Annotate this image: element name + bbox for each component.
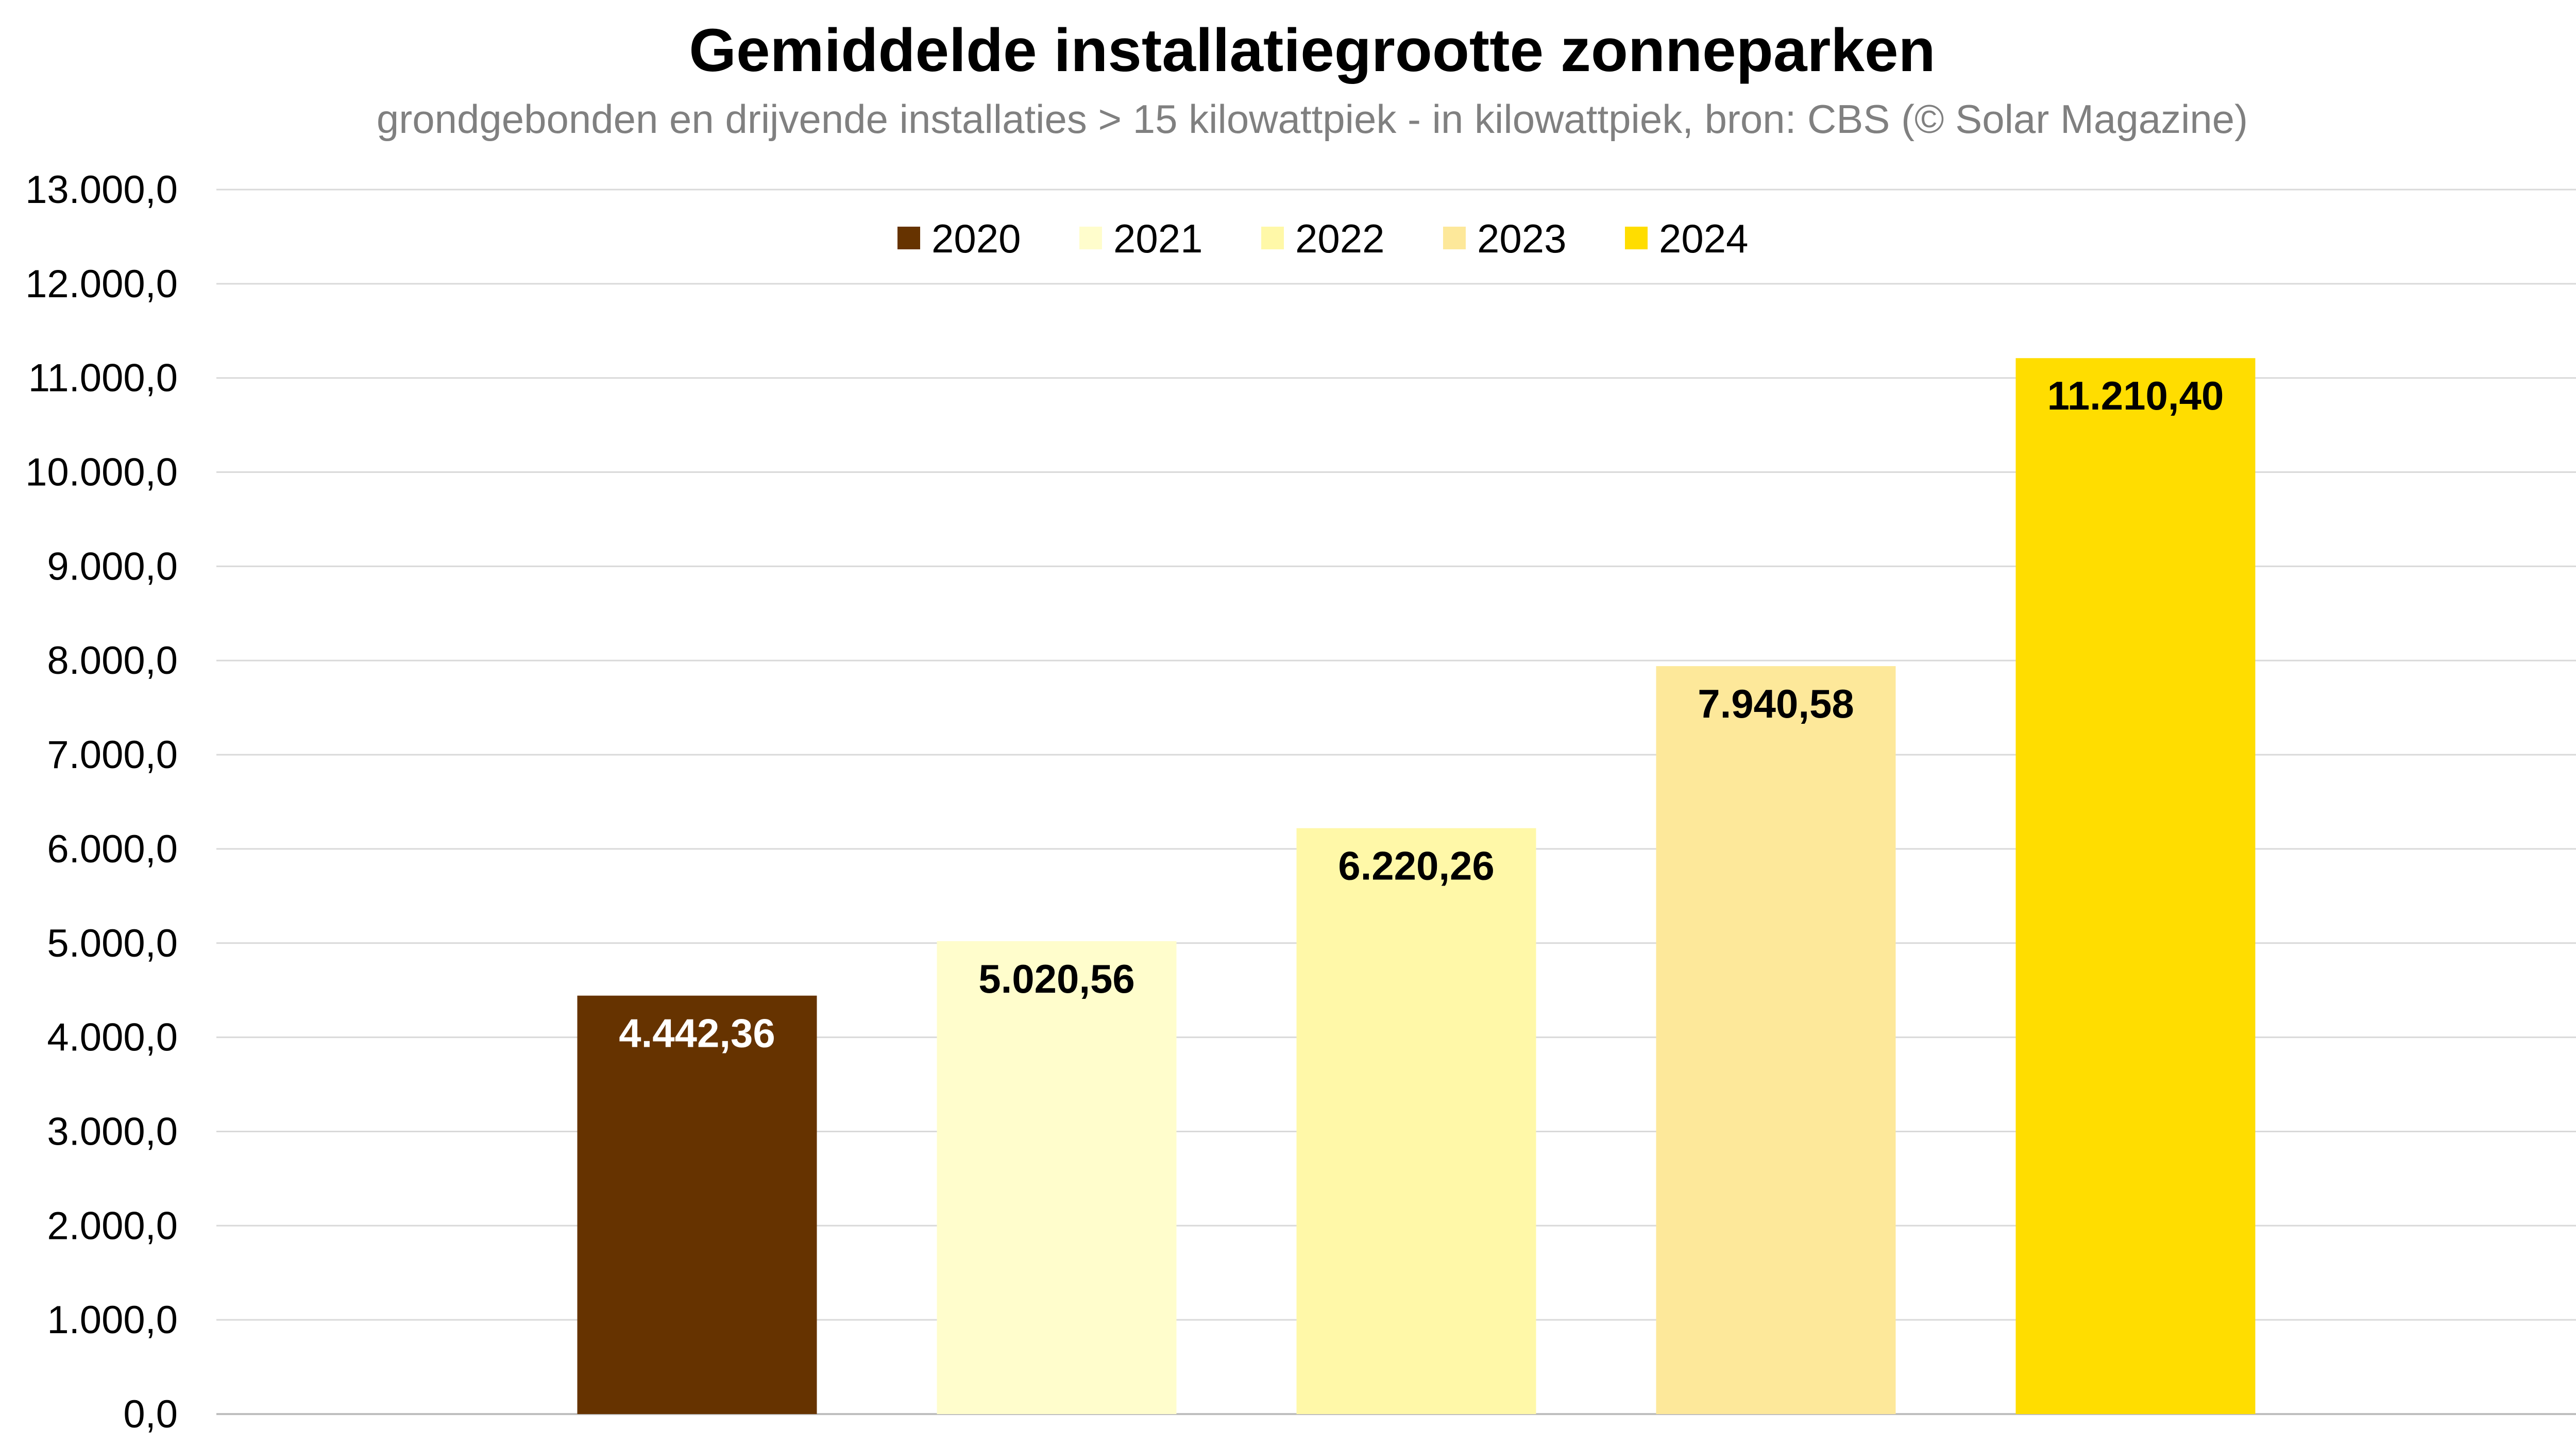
y-tick-label: 9.000,0 — [47, 545, 178, 588]
data-label-2024: 11.210,40 — [2047, 373, 2224, 418]
legend-swatch-2024 — [1625, 227, 1648, 249]
y-tick-label: 7.000,0 — [47, 733, 178, 777]
y-tick-label: 3.000,0 — [47, 1110, 178, 1153]
y-tick-label: 8.000,0 — [47, 639, 178, 683]
bar-2024 — [2015, 358, 2256, 1415]
legend-swatch-2020 — [897, 227, 920, 249]
y-tick-label: 5.000,0 — [47, 922, 178, 965]
y-tick-label: 6.000,0 — [47, 827, 178, 871]
data-label-2022: 6.220,26 — [1338, 843, 1495, 889]
y-axis: 0,0 1.000,0 2.000,0 3.000,0 4.000,0 5.000,0 6.… — [25, 168, 178, 1436]
data-label-2023: 7.940,58 — [1698, 681, 1854, 726]
legend-label-2024: 2024 — [1659, 216, 1749, 261]
legend-swatch-2023 — [1443, 227, 1466, 249]
legend-swatch-2022 — [1261, 227, 1284, 249]
y-tick-label: 11.000,0 — [28, 356, 178, 400]
bars: 4.442,36 5.020,56 6.220,26 7.940,58 11.210,4… — [577, 358, 2256, 1415]
y-tick-label: 1.000,0 — [47, 1298, 178, 1342]
y-tick-label: 0,0 — [123, 1392, 178, 1436]
y-tick-label: 4.000,0 — [47, 1016, 178, 1060]
y-tick-label: 12.000,0 — [25, 262, 178, 306]
chart-title: Gemiddelde installatiegrootte zonneparke… — [689, 16, 1935, 84]
bar-2021 — [937, 941, 1177, 1414]
legend-label-2021: 2021 — [1113, 216, 1203, 261]
legend: 2020 2021 2022 2023 2024 — [897, 216, 1749, 261]
legend-swatch-2021 — [1079, 227, 1102, 249]
bar-2023 — [1656, 666, 1896, 1414]
y-tick-label: 10.000,0 — [25, 451, 178, 495]
y-tick-label: 13.000,0 — [25, 168, 178, 212]
data-label-2021: 5.020,56 — [978, 956, 1135, 1001]
chart-subtitle: grondgebonden en drijvende installaties … — [377, 96, 2248, 142]
bar-2020 — [577, 995, 817, 1414]
legend-label-2022: 2022 — [1295, 216, 1385, 261]
legend-label-2020: 2020 — [931, 216, 1021, 261]
legend-label-2023: 2023 — [1477, 216, 1567, 261]
bar-2022 — [1296, 828, 1536, 1414]
y-tick-label: 2.000,0 — [47, 1204, 178, 1248]
data-label-2020: 4.442,36 — [619, 1011, 775, 1056]
